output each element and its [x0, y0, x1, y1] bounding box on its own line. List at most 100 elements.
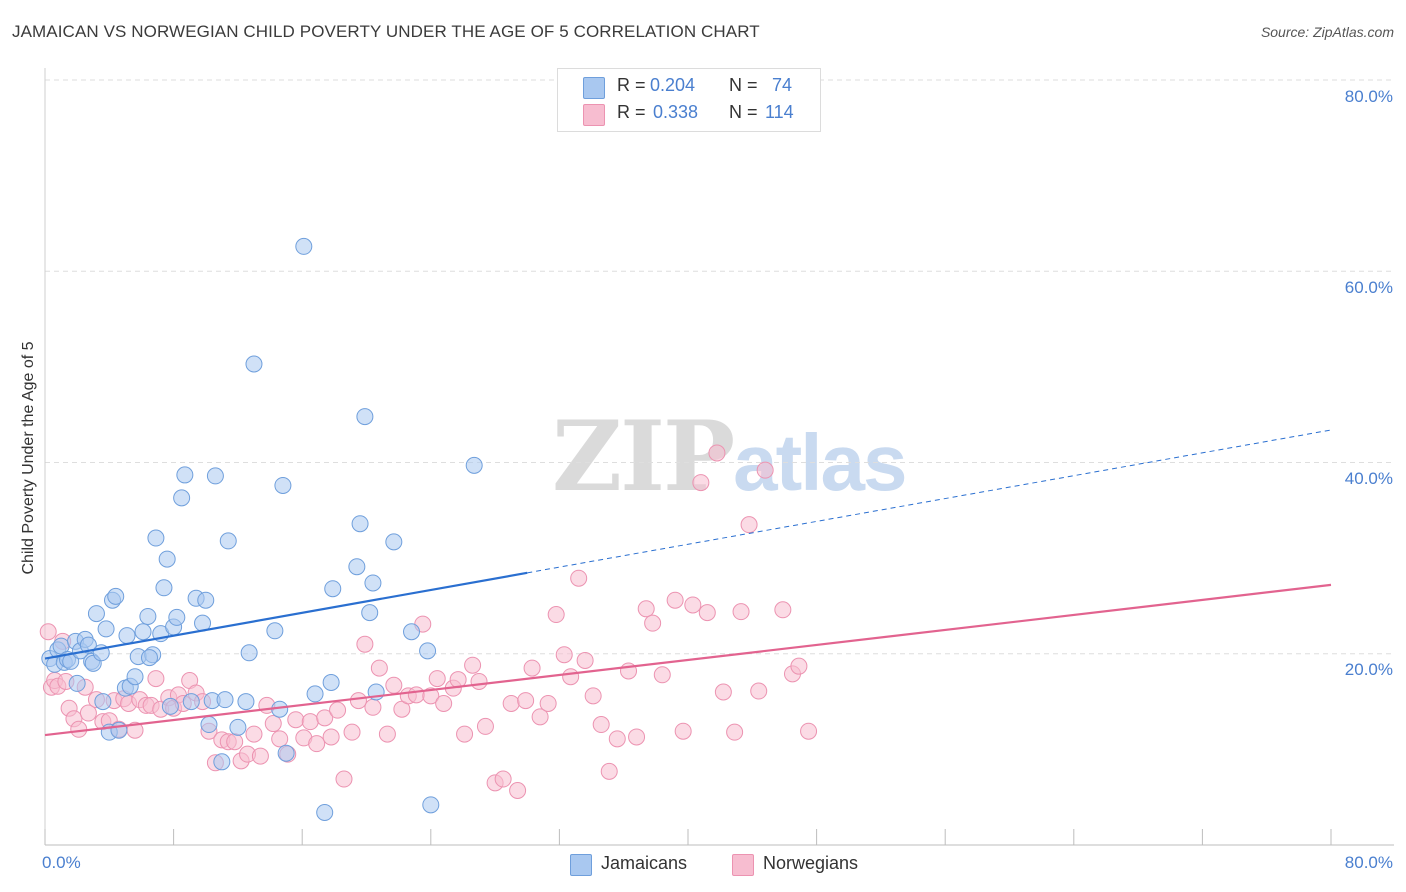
norwegian-point [523, 659, 541, 677]
legend-label: Norwegians [763, 853, 859, 873]
jamaican-point [465, 456, 483, 474]
legend-label: Jamaicans [601, 853, 688, 873]
jamaican-point [140, 649, 158, 667]
legend-n-label: N = [729, 102, 758, 122]
jamaican-point [229, 718, 247, 736]
norwegian-point [385, 676, 403, 694]
jamaican-point [155, 579, 173, 597]
norwegian-point [562, 668, 580, 686]
norwegian-point [517, 692, 535, 710]
jamaican-point [173, 489, 191, 507]
legend-swatch [570, 854, 592, 876]
jamaican-point [324, 580, 342, 598]
jamaican-point [322, 673, 340, 691]
norwegian-point [608, 730, 626, 748]
norwegian-point [531, 708, 549, 726]
x-tick-label: 0.0% [42, 853, 81, 872]
jamaican-point [348, 558, 366, 576]
norwegian-point [740, 516, 758, 534]
norwegian-point [502, 694, 520, 712]
jamaican-point [274, 476, 292, 494]
jamaican-point [68, 674, 86, 692]
norwegian-point [251, 747, 269, 765]
norwegian-point [301, 713, 319, 731]
norwegian-point [756, 461, 774, 479]
legend-r-label: R = [617, 75, 646, 95]
norwegian-point [79, 704, 97, 722]
y-tick-label: 40.0% [1344, 469, 1393, 488]
legend-n-value: 74 [772, 75, 793, 95]
jamaican-point [200, 716, 218, 734]
jamaican-point [118, 627, 136, 645]
jamaican-point [351, 515, 369, 533]
norwegian-point [774, 601, 792, 619]
norwegian-point [356, 635, 374, 653]
legend-r-value: 0.338 [653, 102, 699, 122]
norwegian-trend-line [44, 583, 1332, 737]
norwegian-point [316, 709, 334, 727]
norwegian-point [726, 723, 744, 741]
norwegian-point [800, 722, 818, 740]
watermark-zip: ZIP [552, 400, 735, 513]
norwegian-point [271, 730, 289, 748]
norwegian-point [666, 591, 684, 609]
jamaican-point [266, 622, 284, 640]
norwegian-point [329, 701, 347, 719]
norwegian-point [245, 725, 263, 743]
jamaican-point [219, 532, 237, 550]
legend-n-value: 114 [765, 102, 794, 122]
norwegian-point [39, 623, 57, 641]
jamaican-point [237, 693, 255, 711]
jamaican-point [419, 642, 437, 660]
jamaican-point [364, 574, 382, 592]
norwegian-point [435, 694, 453, 712]
jamaican-point [126, 668, 144, 686]
norwegian-point [750, 682, 768, 700]
norwegian-point [264, 715, 282, 733]
norwegian-point [628, 728, 646, 746]
correlation-legend: R = 0.204 N = 74 R = 0.338 N = 114 [557, 68, 821, 132]
jamaican-point [97, 620, 115, 638]
jamaican-point [134, 623, 152, 641]
jamaican-point [161, 697, 179, 715]
norwegian-point [287, 711, 305, 729]
norwegian-point [732, 603, 750, 621]
norwegian-point [708, 444, 726, 462]
norwegian-point [576, 651, 594, 669]
legend-n-label: N = [729, 75, 758, 95]
norwegian-point [644, 614, 662, 632]
norwegian-point [226, 733, 244, 751]
norwegian-point [464, 656, 482, 674]
norwegian-point [147, 670, 165, 688]
y-tick-label: 80.0% [1344, 87, 1393, 106]
norwegian-point [335, 770, 353, 788]
norwegian-point [570, 569, 588, 587]
legend-r-label: R = [617, 102, 646, 122]
jamaican-point [147, 529, 165, 547]
legend-swatch [583, 77, 605, 99]
jamaican-point [356, 408, 374, 426]
jamaican-point [306, 685, 324, 703]
jamaican-point [158, 550, 176, 568]
jamaican-point [385, 533, 403, 551]
jamaican-point [245, 355, 263, 373]
norwegian-point [684, 596, 702, 614]
norwegian-point [343, 723, 361, 741]
norwegian-point [592, 716, 610, 734]
norwegian-point [378, 725, 396, 743]
jamaican-point [182, 693, 200, 711]
norwegian-point [407, 686, 425, 704]
jamaican-trend-line [44, 571, 528, 660]
norwegian-point [456, 725, 474, 743]
watermark: ZIPatlas [552, 400, 908, 513]
norwegian-point [692, 474, 710, 492]
norwegian-point [470, 672, 488, 690]
norwegian-point [370, 659, 388, 677]
norwegian-point [547, 606, 565, 624]
norwegian-point [322, 728, 340, 746]
jamaican-point [216, 691, 234, 709]
norwegian-point [539, 694, 557, 712]
norwegian-point [714, 683, 732, 701]
jamaican-point [240, 644, 258, 662]
